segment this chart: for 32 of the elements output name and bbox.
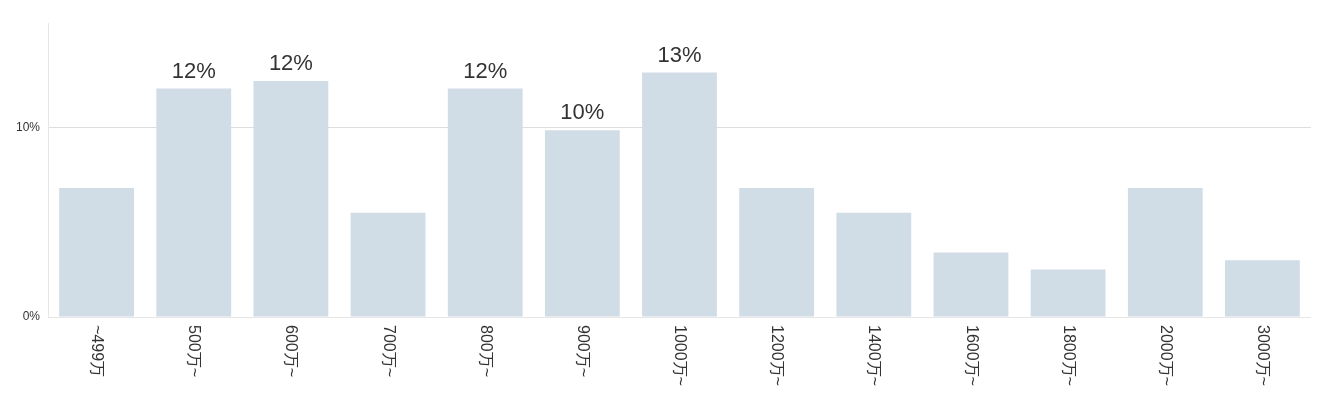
bar xyxy=(933,252,1009,317)
x-tick-label: ~499万 xyxy=(89,325,107,378)
bar xyxy=(544,130,620,317)
data-label: 12% xyxy=(463,57,508,83)
data-label: 13% xyxy=(657,41,702,67)
x-tick-label: 500万~ xyxy=(186,325,204,378)
x-tick-label: 1800万~ xyxy=(1060,325,1078,386)
bar xyxy=(447,88,523,317)
data-label: 12% xyxy=(171,57,216,83)
x-tick-label: 800万~ xyxy=(477,325,495,378)
bar xyxy=(836,212,912,317)
bar xyxy=(59,188,134,317)
data-label: 10% xyxy=(560,99,605,125)
bar xyxy=(1225,260,1300,317)
data-label: 12% xyxy=(268,50,313,76)
bar xyxy=(642,72,717,317)
x-tick-label: 3000万~ xyxy=(1255,325,1273,386)
bar xyxy=(350,212,426,317)
x-tick-label: 600万~ xyxy=(283,325,301,378)
x-tick-label: 900万~ xyxy=(574,325,592,378)
bar xyxy=(739,188,815,317)
y-tick-label: 0% xyxy=(22,309,41,324)
x-tick-label: 1600万~ xyxy=(963,325,981,386)
x-tick-label: 1400万~ xyxy=(866,325,884,386)
bar xyxy=(1127,188,1203,317)
x-tick-label: 2000万~ xyxy=(1157,325,1175,386)
x-tick-label: 700万~ xyxy=(380,325,398,378)
bar xyxy=(1030,269,1106,317)
bar xyxy=(253,81,329,317)
bar xyxy=(156,88,232,317)
x-tick-label: 1000万~ xyxy=(672,325,690,386)
x-tick-label: 1200万~ xyxy=(769,325,787,386)
